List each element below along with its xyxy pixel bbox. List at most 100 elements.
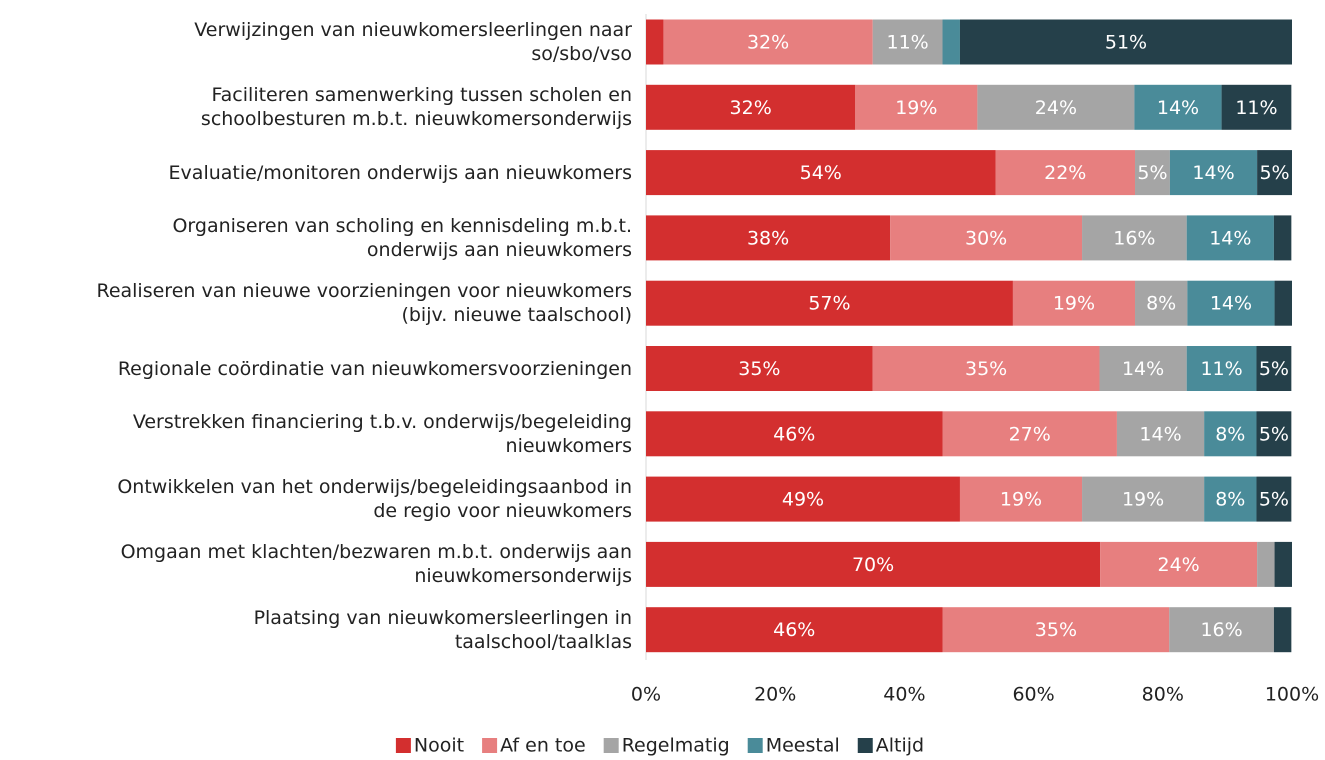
bar-segment	[1273, 607, 1292, 653]
bar-segment	[959, 19, 1292, 65]
bar-segment	[1012, 280, 1136, 326]
bar-segment	[1256, 411, 1292, 457]
bar-segment	[1186, 215, 1274, 261]
data-label: 14%	[1122, 358, 1164, 380]
legend-label: Af en toe	[500, 735, 586, 757]
legend-swatch	[603, 738, 619, 753]
x-tick-label: 100%	[1265, 684, 1319, 706]
bar-segment	[1256, 476, 1292, 522]
bar-segment	[1135, 280, 1188, 326]
legend-swatch	[482, 738, 498, 753]
data-label: 46%	[773, 423, 815, 445]
bar-segment	[1082, 215, 1187, 261]
bar-segment	[646, 150, 996, 196]
bar-segment	[1256, 346, 1292, 391]
data-label: 8%	[1215, 423, 1245, 445]
bar-segment	[890, 215, 1083, 261]
category-label: Plaatsing van nieuwkomersleerlingen in t…	[253, 606, 632, 653]
data-label: 5%	[1137, 162, 1167, 184]
bar-segment	[1274, 280, 1292, 326]
data-label: 14%	[1192, 162, 1234, 184]
data-label: 57%	[808, 293, 850, 315]
category-label: Organiseren van scholing en kennisdeling…	[172, 214, 632, 261]
data-label: 27%	[1009, 423, 1051, 445]
data-label: 14%	[1157, 97, 1199, 119]
data-label: 11%	[1200, 358, 1242, 380]
legend-swatch	[747, 738, 763, 753]
data-label: 49%	[782, 489, 824, 511]
data-label: 14%	[1209, 227, 1251, 249]
bar-segment	[1221, 84, 1292, 130]
data-label: 14%	[1210, 293, 1252, 315]
bar-segment	[855, 84, 978, 130]
bar-segment	[646, 476, 960, 522]
bar-segment	[646, 215, 891, 261]
data-label: 11%	[1235, 97, 1277, 119]
data-label: 32%	[730, 97, 772, 119]
bar-segment	[1257, 150, 1292, 196]
data-label: 54%	[800, 162, 842, 184]
bar-segment	[942, 19, 960, 65]
bar-segment	[646, 280, 1013, 326]
x-tick-label: 80%	[1142, 684, 1184, 706]
data-label: 19%	[1053, 293, 1095, 315]
data-label: 38%	[747, 227, 789, 249]
bar-segment	[646, 411, 943, 457]
data-label: 5%	[1259, 162, 1289, 184]
data-label: 35%	[965, 358, 1007, 380]
data-label: 16%	[1113, 227, 1155, 249]
bar-segment	[872, 346, 1100, 391]
bar-segment	[1257, 541, 1275, 587]
data-label: 19%	[1000, 489, 1042, 511]
data-label: 5%	[1259, 489, 1289, 511]
bar-segment	[646, 607, 943, 653]
bar-segment	[995, 150, 1136, 196]
legend-label: Regelmatig	[622, 735, 730, 757]
data-label: 70%	[852, 554, 894, 576]
bar-segment	[977, 84, 1135, 130]
legend-swatch	[395, 738, 411, 753]
bar-segment	[942, 411, 1117, 457]
category-label: Omgaan met klachten/bezwaren m.b.t. onde…	[120, 541, 632, 588]
bar-segment	[1135, 150, 1170, 196]
bar-segment	[1099, 346, 1187, 391]
data-label: 24%	[1158, 554, 1200, 576]
bar-segment	[959, 476, 1083, 522]
data-label: 5%	[1259, 423, 1289, 445]
data-label: 30%	[965, 227, 1007, 249]
bar-segment	[942, 607, 1170, 653]
x-tick-label: 20%	[754, 684, 796, 706]
category-label: Realiseren van nieuwe voorzieningen voor…	[96, 280, 632, 327]
legend-label: Nooit	[414, 735, 464, 757]
bar-segment	[646, 84, 856, 130]
bar-segment	[1169, 607, 1274, 653]
bar-segment	[1273, 215, 1292, 261]
category-label: Faciliteren samenwerking tussen scholen …	[200, 84, 632, 131]
x-tick-label: 40%	[883, 684, 925, 706]
x-tick-label: 0%	[631, 684, 661, 706]
data-label: 16%	[1200, 619, 1242, 641]
bar-segment	[1082, 476, 1205, 522]
data-label: 8%	[1146, 293, 1176, 315]
data-label: 19%	[1122, 489, 1164, 511]
data-label: 24%	[1035, 97, 1077, 119]
bar-segment	[1204, 476, 1257, 522]
data-label: 19%	[895, 97, 937, 119]
category-label: Ontwikkelen van het onderwijs/begeleidin…	[117, 476, 632, 523]
data-label: 35%	[1035, 619, 1077, 641]
legend-label: Meestal	[766, 735, 840, 757]
bar-segment	[663, 19, 873, 65]
bar-segment	[646, 346, 873, 391]
bar-segment	[1274, 541, 1292, 587]
category-label: Regionale coördinatie van nieuwkomersvoo…	[117, 357, 632, 380]
data-label: 11%	[887, 32, 929, 54]
data-label: 46%	[773, 619, 815, 641]
data-label: 5%	[1259, 358, 1289, 380]
bar-segment	[872, 19, 943, 65]
data-label: 14%	[1139, 423, 1181, 445]
category-label: Evaluatie/monitoren onderwijs aan nieuwk…	[168, 161, 632, 184]
bar-segment	[1134, 84, 1222, 130]
data-label: 51%	[1105, 32, 1147, 54]
